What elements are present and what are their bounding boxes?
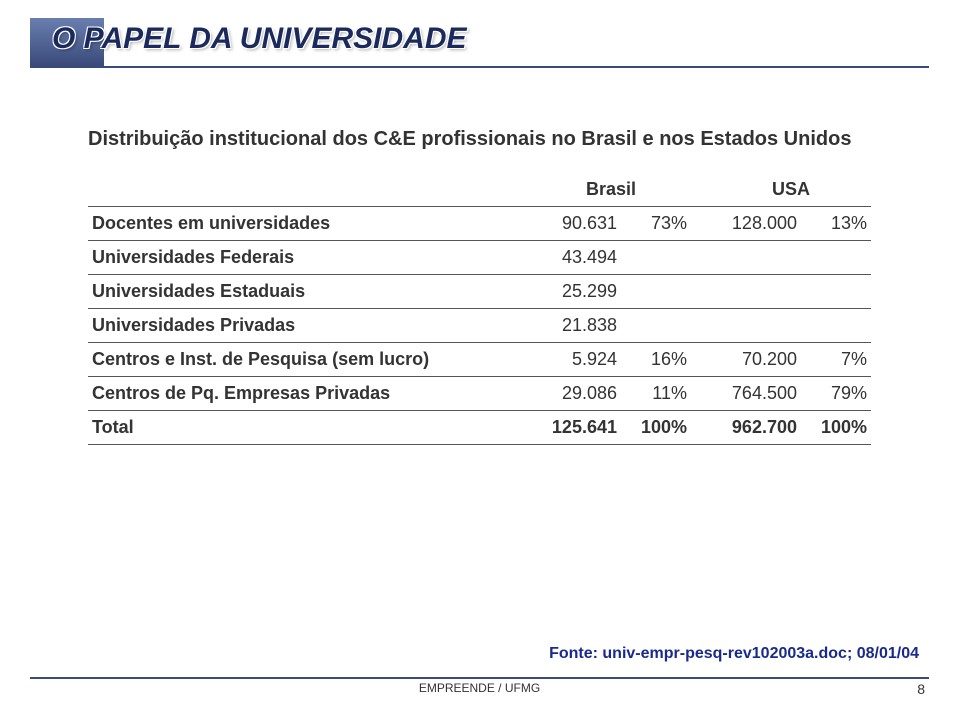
total-label: Total <box>88 411 531 445</box>
cell-br-n: 90.631 <box>531 207 621 241</box>
data-table: Brasil USA Docentes em universidades 90.… <box>88 173 871 445</box>
cell-us-n <box>711 241 801 275</box>
footer-brand: EMPREENDE / UFMG <box>419 681 540 695</box>
source-citation: Fonte: univ-empr-pesq-rev102003a.doc; 08… <box>549 645 919 663</box>
cell-br-n: 43.494 <box>531 241 621 275</box>
col-header-usa: USA <box>711 173 871 207</box>
table-row: Universidades Federais 43.494 <box>88 241 871 275</box>
cell-br-n: 5.924 <box>531 343 621 377</box>
cell-br-p <box>621 309 691 343</box>
total-us-p: 100% <box>801 411 871 445</box>
table-header-row: Brasil USA <box>88 173 871 207</box>
cell-us-n: 764.500 <box>711 377 801 411</box>
table-row: Universidades Privadas 21.838 <box>88 309 871 343</box>
total-br-p: 100% <box>621 411 691 445</box>
col-header-brasil: Brasil <box>531 173 691 207</box>
cell-us-n: 70.200 <box>711 343 801 377</box>
slide-title: O PAPEL DA UNIVERSIDADE <box>30 18 929 56</box>
cell-us-p <box>801 275 871 309</box>
total-us-n: 962.700 <box>711 411 801 445</box>
footer-line <box>30 677 929 679</box>
table-row: Universidades Estaduais 25.299 <box>88 275 871 309</box>
row-label: Centros de Pq. Empresas Privadas <box>88 377 531 411</box>
cell-br-n: 25.299 <box>531 275 621 309</box>
row-label: Universidades Privadas <box>88 309 531 343</box>
cell-br-n: 29.086 <box>531 377 621 411</box>
cell-us-p: 7% <box>801 343 871 377</box>
cell-br-p: 16% <box>621 343 691 377</box>
table-total-row: Total 125.641 100% 962.700 100% <box>88 411 871 445</box>
table-row: Centros de Pq. Empresas Privadas 29.086 … <box>88 377 871 411</box>
title-bar: O PAPEL DA UNIVERSIDADE <box>30 18 929 88</box>
total-br-n: 125.641 <box>531 411 621 445</box>
cell-us-p <box>801 309 871 343</box>
cell-us-n <box>711 309 801 343</box>
cell-us-p <box>801 241 871 275</box>
cell-br-p <box>621 241 691 275</box>
table-row: Centros e Inst. de Pesquisa (sem lucro) … <box>88 343 871 377</box>
cell-br-n: 21.838 <box>531 309 621 343</box>
title-underline <box>30 66 929 68</box>
footer-page-number: 8 <box>917 681 925 697</box>
slide: O PAPEL DA UNIVERSIDADE Distribuição ins… <box>0 0 959 713</box>
cell-us-n: 128.000 <box>711 207 801 241</box>
row-label: Universidades Federais <box>88 241 531 275</box>
cell-br-p: 73% <box>621 207 691 241</box>
table-row: Docentes em universidades 90.631 73% 128… <box>88 207 871 241</box>
row-label: Docentes em universidades <box>88 207 531 241</box>
cell-br-p <box>621 275 691 309</box>
cell-br-p: 11% <box>621 377 691 411</box>
cell-us-p: 79% <box>801 377 871 411</box>
cell-us-n <box>711 275 801 309</box>
row-label: Centros e Inst. de Pesquisa (sem lucro) <box>88 343 531 377</box>
footer: EMPREENDE / UFMG 8 <box>0 677 959 699</box>
cell-us-p: 13% <box>801 207 871 241</box>
slide-subtitle: Distribuição institucional dos C&E profi… <box>88 128 929 151</box>
row-label: Universidades Estaduais <box>88 275 531 309</box>
